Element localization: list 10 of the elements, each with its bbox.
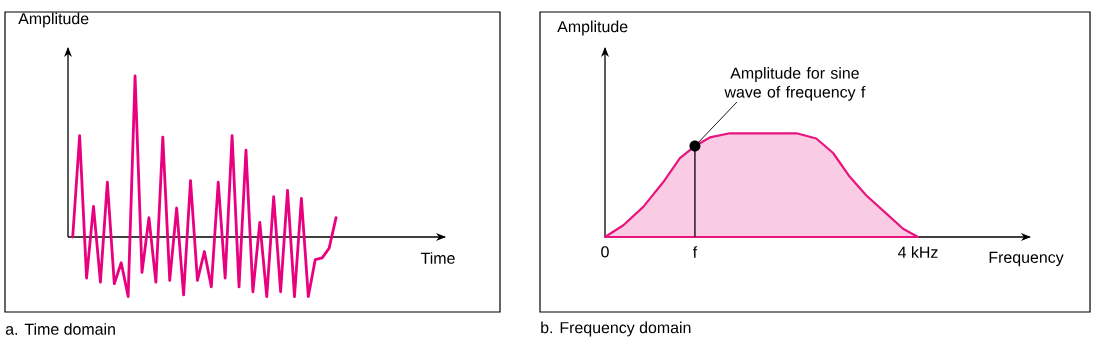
x-tick-label: f	[692, 246, 698, 258]
y-axis-title: Amplitude	[557, 20, 628, 36]
x-axis-title: Time	[420, 252, 455, 264]
x-axis-title: Frequency	[989, 251, 1064, 267]
x-tick-label: 0	[601, 246, 609, 258]
y-axis-title: Amplitude	[18, 12, 89, 28]
text: a. Time domain	[5, 323, 115, 335]
x-tick-label: 4 kHz	[898, 246, 938, 258]
text: b. Frequency domain	[541, 321, 691, 337]
annotation: Amplitude for sine wave of frequency f	[724, 67, 866, 101]
